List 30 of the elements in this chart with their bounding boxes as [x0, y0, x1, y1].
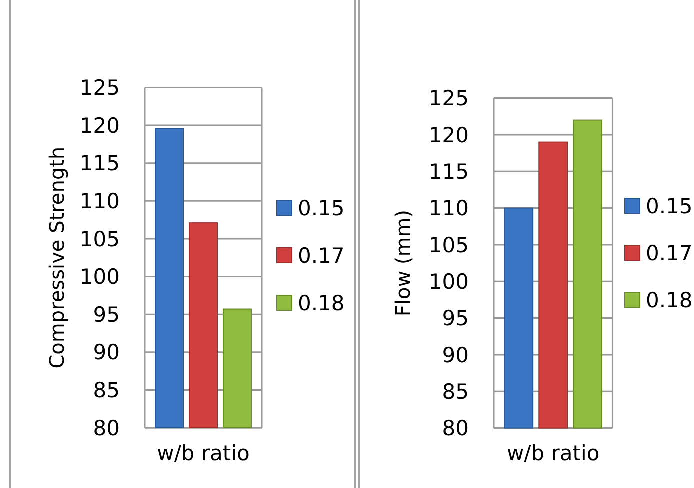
y-tick-label: 100 [428, 270, 469, 294]
y-tick-label: 95 [442, 306, 469, 331]
y-tick-label: 125 [428, 86, 469, 111]
y-tick-label: 90 [442, 343, 469, 368]
y-tick-label: 120 [80, 114, 120, 138]
y-tick-label: 120 [428, 123, 469, 148]
legend-label: 0.18 [298, 291, 345, 316]
y-tick-label: 115 [428, 160, 469, 184]
y-tick-label: 105 [428, 233, 469, 258]
y-tick-label: 115 [80, 152, 120, 176]
y-axis-title: Flow (mm) [391, 210, 415, 317]
y-tick-label: 105 [80, 227, 120, 252]
y-axis-title: Compressive Strength [45, 146, 69, 369]
y-tick-label: 95 [93, 302, 120, 327]
legend-label: 0.15 [298, 196, 345, 220]
legend-label: 0.17 [298, 244, 345, 268]
y-tick-label: 90 [93, 340, 120, 365]
legend-label: 0.15 [646, 194, 693, 218]
y-tick-label: 125 [80, 76, 120, 100]
x-tick-label: w/b ratio [507, 441, 600, 466]
legend-label: 0.18 [646, 288, 693, 312]
legend-label: 0.17 [646, 241, 693, 266]
y-tick-label: 110 [428, 196, 469, 221]
x-tick-label: w/b ratio [157, 441, 250, 466]
y-tick-label: 85 [442, 380, 469, 404]
y-tick-label: 100 [80, 265, 120, 290]
y-tick-label: 80 [93, 416, 120, 440]
y-tick-label: 110 [80, 189, 120, 214]
y-tick-label: 80 [442, 416, 469, 441]
y-tick-label: 85 [93, 378, 120, 403]
